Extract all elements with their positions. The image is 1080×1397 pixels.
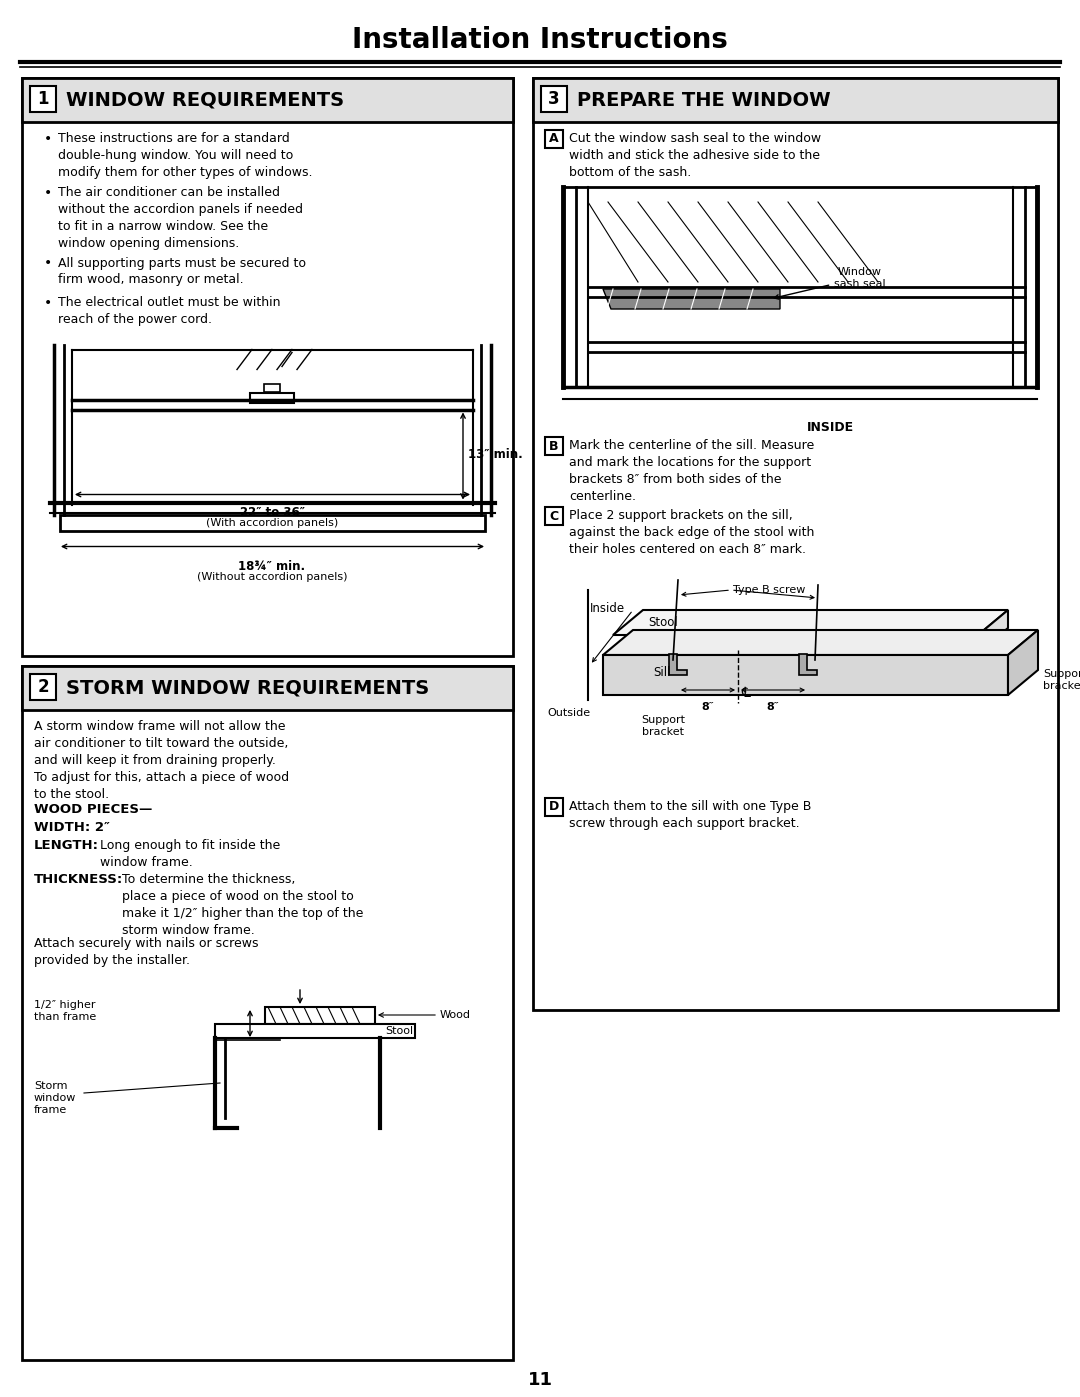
Text: Attach securely with nails or screws
provided by the installer.: Attach securely with nails or screws pro… [33,937,258,967]
Text: LENGTH:: LENGTH: [33,840,99,852]
Text: •: • [44,296,52,310]
Text: •: • [44,187,52,201]
Text: Type B screw: Type B screw [733,585,806,595]
Text: C: C [550,510,558,522]
Text: These instructions are for a standard
double-hung window. You will need to
modif: These instructions are for a standard do… [58,131,312,179]
Polygon shape [603,655,1008,694]
Text: Storm
window
frame: Storm window frame [33,1081,77,1115]
Text: 8″: 8″ [702,703,714,712]
Bar [541,87,567,112]
Text: Place 2 support brackets on the sill,
against the back edge of the stool with
th: Place 2 support brackets on the sill, ag… [569,509,814,556]
Bar [545,130,563,148]
Bar [545,798,563,816]
Bar [534,78,1058,1010]
Text: 11: 11 [527,1370,553,1389]
Text: 13″ min.: 13″ min. [468,448,523,461]
Text: 22″ to 36″: 22″ to 36″ [240,507,305,520]
Bar [22,78,513,657]
Bar [264,384,280,391]
Text: ℄: ℄ [741,686,750,700]
Text: The electrical outlet must be within
reach of the power cord.: The electrical outlet must be within rea… [58,296,281,326]
Text: D: D [549,800,559,813]
Polygon shape [603,289,780,309]
Text: A storm window frame will not allow the
air conditioner to tilt toward the outsi: A storm window frame will not allow the … [33,719,289,800]
Bar [265,1007,375,1024]
Text: Support
bracket: Support bracket [642,715,685,736]
Text: 1: 1 [37,89,49,108]
Text: Support
bracket: Support bracket [1043,669,1080,690]
Polygon shape [978,610,1008,652]
Text: A: A [550,133,558,145]
Text: Sill: Sill [653,666,671,679]
Bar [22,666,513,710]
Polygon shape [669,654,687,675]
Bar [534,78,1058,122]
Text: PREPARE THE WINDOW: PREPARE THE WINDOW [577,91,831,109]
Text: •: • [44,131,52,147]
Bar [215,1024,415,1038]
Polygon shape [603,630,1038,655]
Text: STORM WINDOW REQUIREMENTS: STORM WINDOW REQUIREMENTS [66,679,429,697]
Polygon shape [1008,630,1038,694]
Text: (With accordion panels): (With accordion panels) [206,518,338,528]
Text: WIDTH: 2″: WIDTH: 2″ [33,821,110,834]
Text: INSIDE: INSIDE [807,420,853,434]
Bar [22,78,513,122]
Text: Mark the centerline of the sill. Measure
and mark the locations for the support
: Mark the centerline of the sill. Measure… [569,439,814,503]
Text: Cut the window sash seal to the window
width and stick the adhesive side to the
: Cut the window sash seal to the window w… [569,131,821,179]
Text: WINDOW REQUIREMENTS: WINDOW REQUIREMENTS [66,91,345,109]
Text: 1/2″ higher
than frame: 1/2″ higher than frame [33,1000,96,1023]
Text: Long enough to fit inside the
window frame.: Long enough to fit inside the window fra… [100,840,280,869]
Text: Installation Instructions: Installation Instructions [352,27,728,54]
Bar [545,507,563,525]
Text: (Without accordion panels): (Without accordion panels) [197,571,348,581]
Text: Inside: Inside [590,602,625,615]
Bar [22,666,513,1361]
Text: 8″: 8″ [767,703,780,712]
Text: •: • [44,257,52,271]
Text: Outside: Outside [548,708,591,718]
Text: Window
sash seal: Window sash seal [774,267,886,299]
Polygon shape [799,654,816,675]
Text: Wood: Wood [440,1010,471,1020]
Bar [60,514,485,531]
Bar [534,78,1058,122]
Text: Attach them to the sill with one Type B
screw through each support bracket.: Attach them to the sill with one Type B … [569,800,811,830]
Text: Stool: Stool [648,616,678,630]
Text: THICKNESS:: THICKNESS: [33,873,123,886]
Bar [30,673,56,700]
Bar [22,666,513,710]
Text: The air conditioner can be installed
without the accordion panels if needed
to f: The air conditioner can be installed wit… [58,187,303,250]
Text: 2: 2 [37,678,49,696]
Text: WOOD PIECES—: WOOD PIECES— [33,803,152,816]
Bar [545,437,563,455]
Text: B: B [550,440,558,453]
Text: All supporting parts must be secured to
firm wood, masonry or metal.: All supporting parts must be secured to … [58,257,306,286]
Text: To determine the thickness,
place a piece of wood on the stool to
make it 1/2″ h: To determine the thickness, place a piec… [122,873,363,937]
Bar [22,78,513,122]
Text: 18¾″ min.: 18¾″ min. [239,560,306,573]
Text: Stool: Stool [384,1025,414,1037]
Polygon shape [613,610,1008,636]
Bar [30,87,56,112]
Text: 3: 3 [549,89,559,108]
Bar [249,393,294,402]
